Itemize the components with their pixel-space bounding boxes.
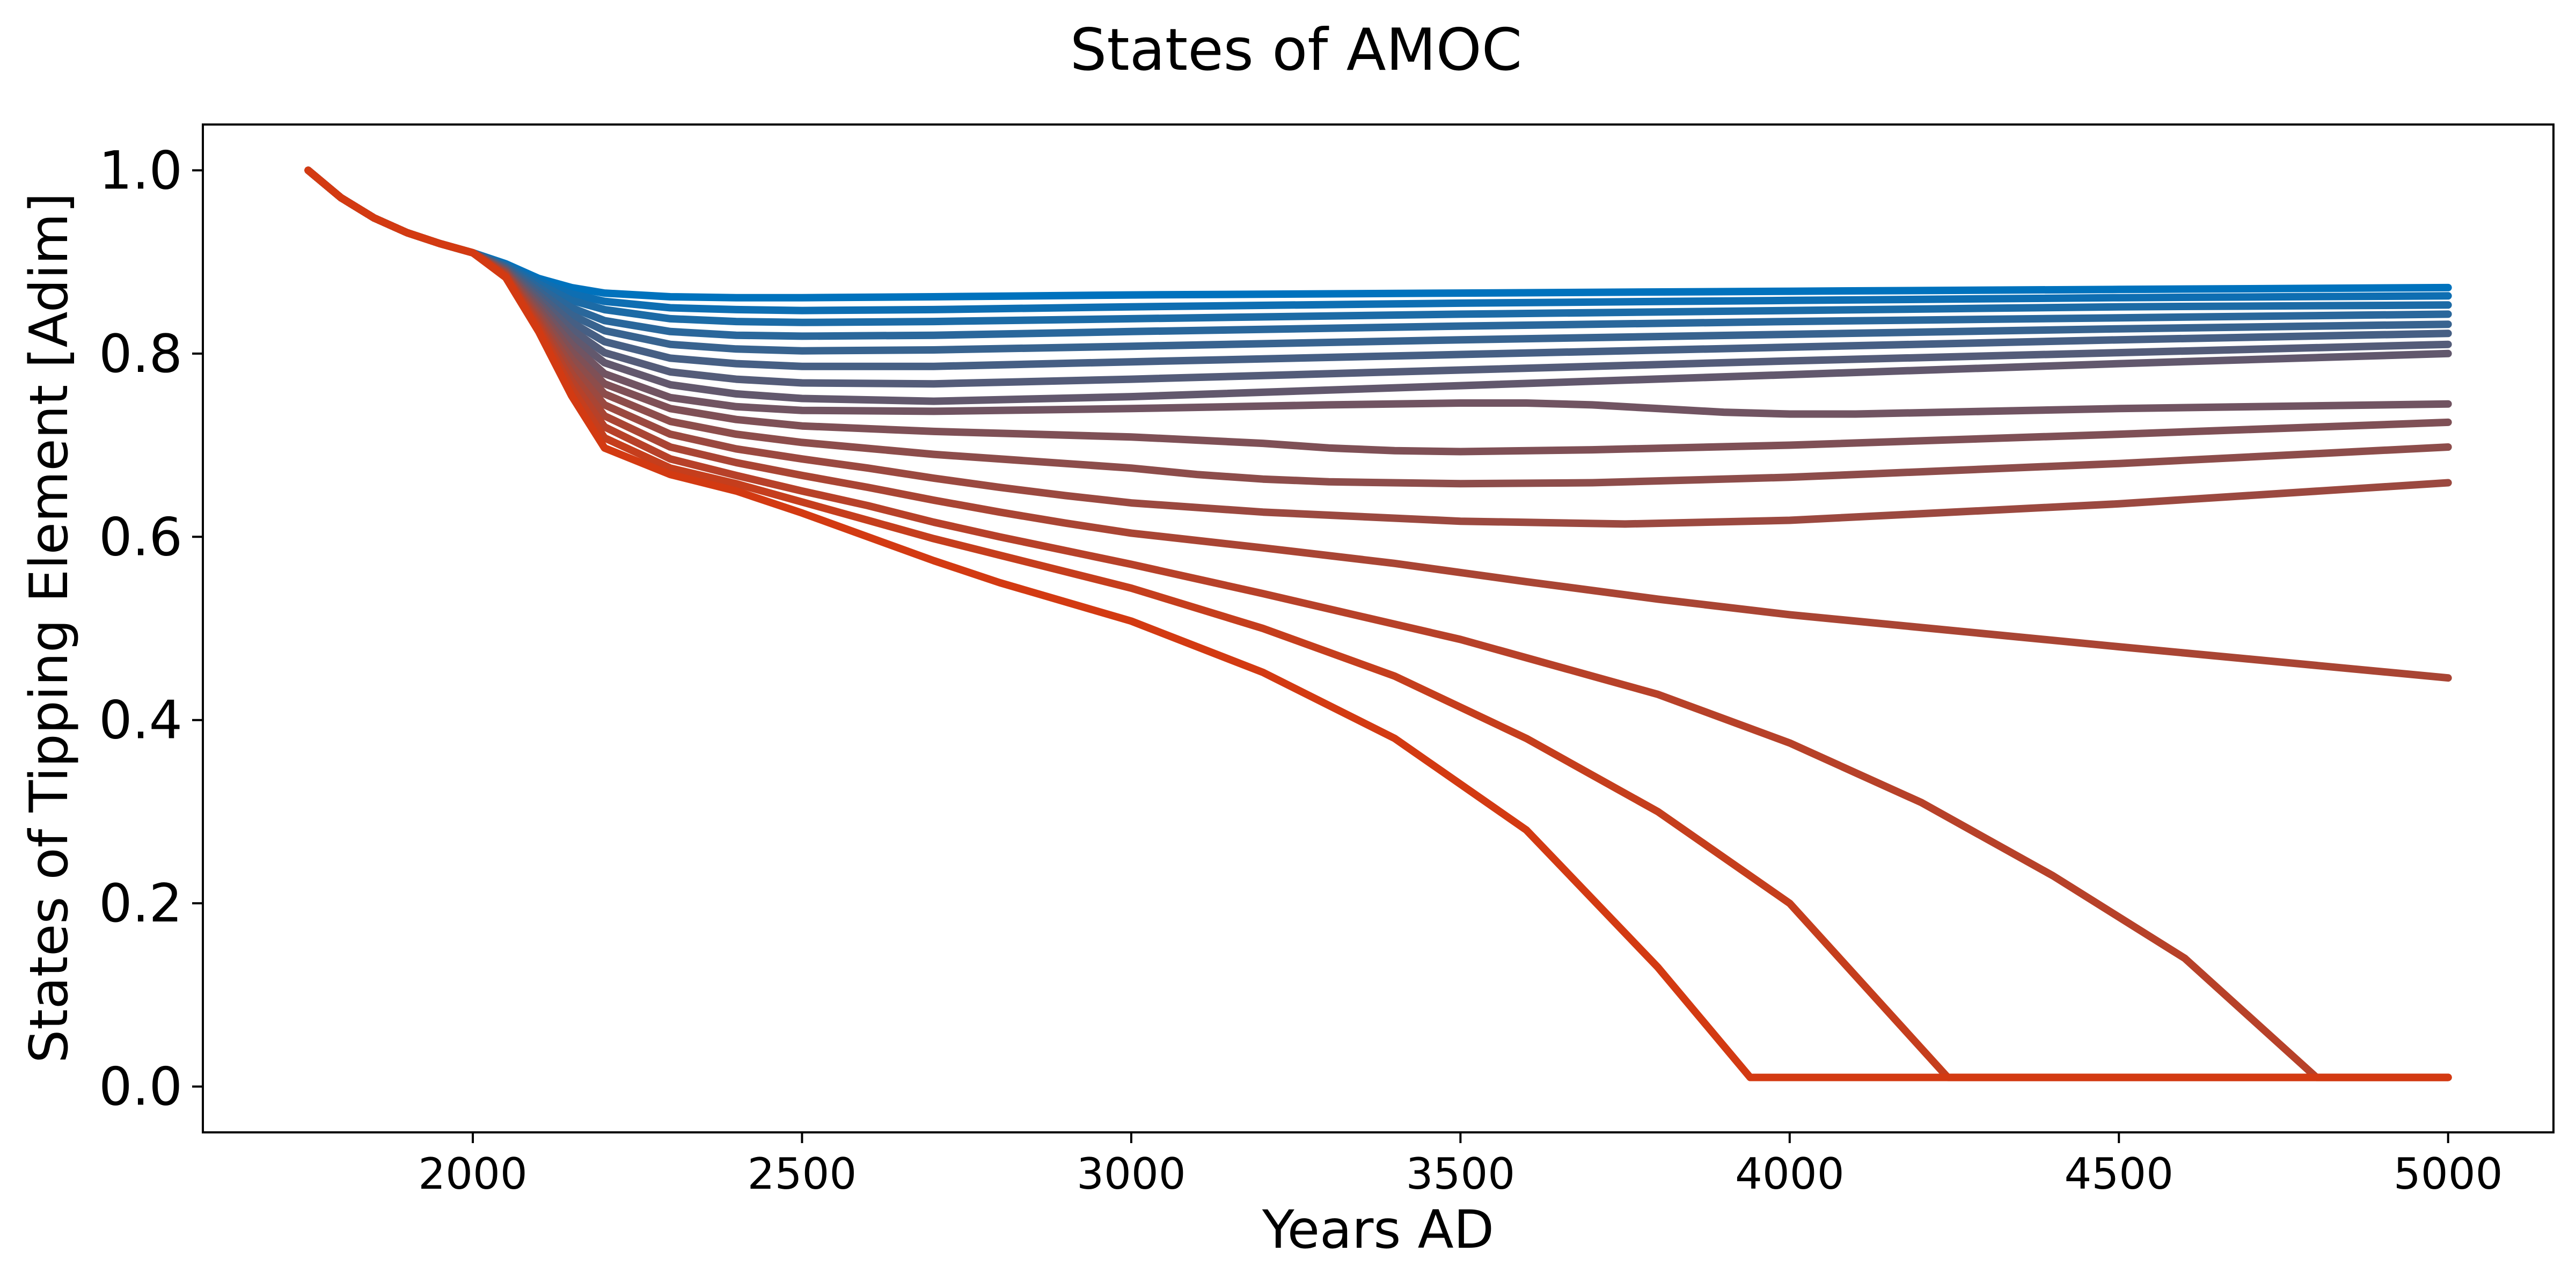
series-line-7	[304, 166, 2452, 388]
series-line-1	[304, 166, 2452, 302]
x-tick-label-5000: 5000	[2394, 1149, 2503, 1199]
y-tick-label-1: 0.2	[99, 873, 182, 934]
y-tick-label-0: 0.0	[99, 1057, 182, 1118]
x-tick-label-3000: 3000	[1077, 1149, 1186, 1199]
y-tick-label-3: 0.6	[99, 507, 182, 568]
series-line-16	[304, 166, 2452, 1081]
plot-frame	[202, 123, 2555, 1133]
x-tick-label-4000: 4000	[1735, 1149, 1845, 1199]
y-tick-label-2: 0.4	[99, 690, 182, 751]
x-tick-label-2500: 2500	[748, 1149, 857, 1199]
x-axis-label: Years AD	[1262, 1199, 1494, 1261]
series-line-13	[304, 166, 2452, 682]
y-axis-label: States of Tipping Element [Adim]	[19, 193, 80, 1063]
x-tick-label-3500: 3500	[1406, 1149, 1516, 1199]
x-tick-label-2000: 2000	[418, 1149, 528, 1199]
chart-title: States of AMOC	[1070, 17, 1522, 84]
x-axis: 2000 2500 3000 3500 4000 4500 5000	[418, 1132, 2502, 1199]
y-tick-label-5: 1.0	[99, 140, 182, 201]
y-axis: 0.0 0.2 0.4 0.6 0.8 1.0	[99, 140, 203, 1118]
y-tick-label-4: 0.8	[99, 324, 182, 385]
series-group	[304, 166, 2452, 1081]
x-tick-label-4500: 4500	[2064, 1149, 2174, 1199]
